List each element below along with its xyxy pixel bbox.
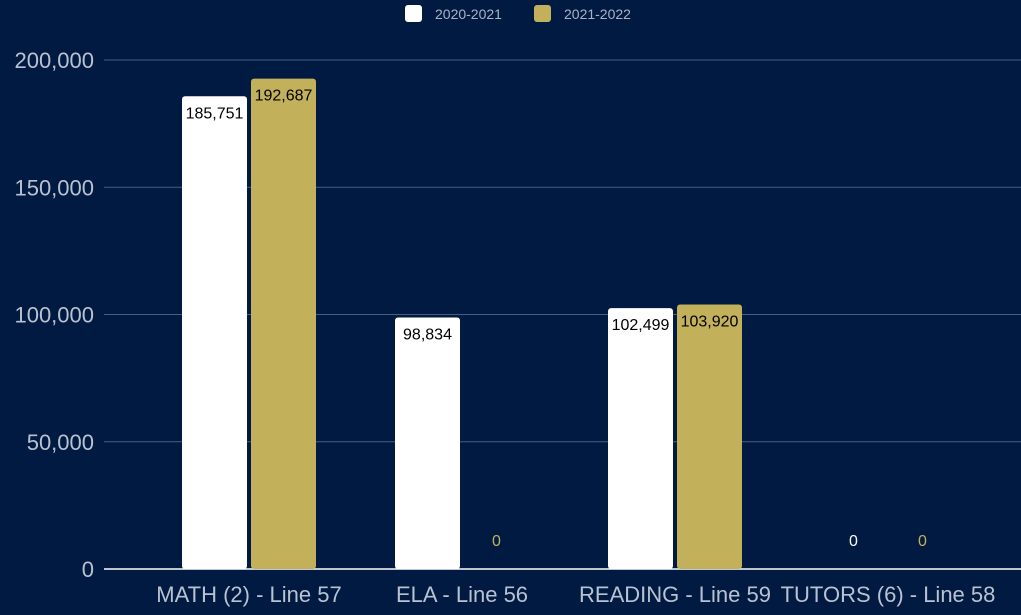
y-tick-label: 50,000 (27, 430, 94, 455)
data-labels: 185,751 192,687 98,834 0 102,499 103,920 0 0 (186, 88, 927, 550)
legend-swatch (405, 5, 422, 22)
x-tick-label: TUTORS (6) - Line 58 (781, 582, 996, 607)
bar-2020-2021-0 (182, 96, 247, 569)
data-label: 102,499 (612, 317, 670, 334)
y-tick-label: 100,000 (14, 303, 94, 328)
data-label-zero: 0 (849, 533, 858, 550)
data-label: 192,687 (255, 88, 313, 105)
data-label: 98,834 (403, 326, 452, 343)
data-label: 103,920 (681, 314, 739, 331)
bar-2020-2021-2 (608, 308, 673, 569)
legend-label: 2021-2022 (564, 6, 631, 22)
y-tick-label: 0 (82, 557, 94, 582)
x-tick-label: MATH (2) - Line 57 (156, 582, 341, 607)
x-tick-label: ELA - Line 56 (396, 582, 528, 607)
bar-2020-2021-1 (395, 317, 460, 569)
y-tick-label: 200,000 (14, 48, 94, 73)
legend-swatch (534, 5, 551, 22)
x-tick-label: READING - Line 59 (579, 582, 771, 607)
y-axis: 0 50,000 100,000 150,000 200,000 (14, 48, 94, 582)
legend-label: 2020-2021 (435, 6, 502, 22)
data-label-zero: 0 (918, 533, 927, 550)
y-tick-label: 150,000 (14, 175, 94, 200)
bar-2021-2022-0 (251, 78, 316, 570)
data-label: 185,751 (186, 105, 244, 122)
bar-2021-2022-2 (677, 304, 742, 569)
data-label-zero: 0 (492, 533, 501, 550)
legend: 2020-2021 2021-2022 (405, 5, 631, 22)
bars (182, 78, 742, 570)
x-axis: MATH (2) - Line 57 ELA - Line 56 READING -… (156, 582, 995, 607)
